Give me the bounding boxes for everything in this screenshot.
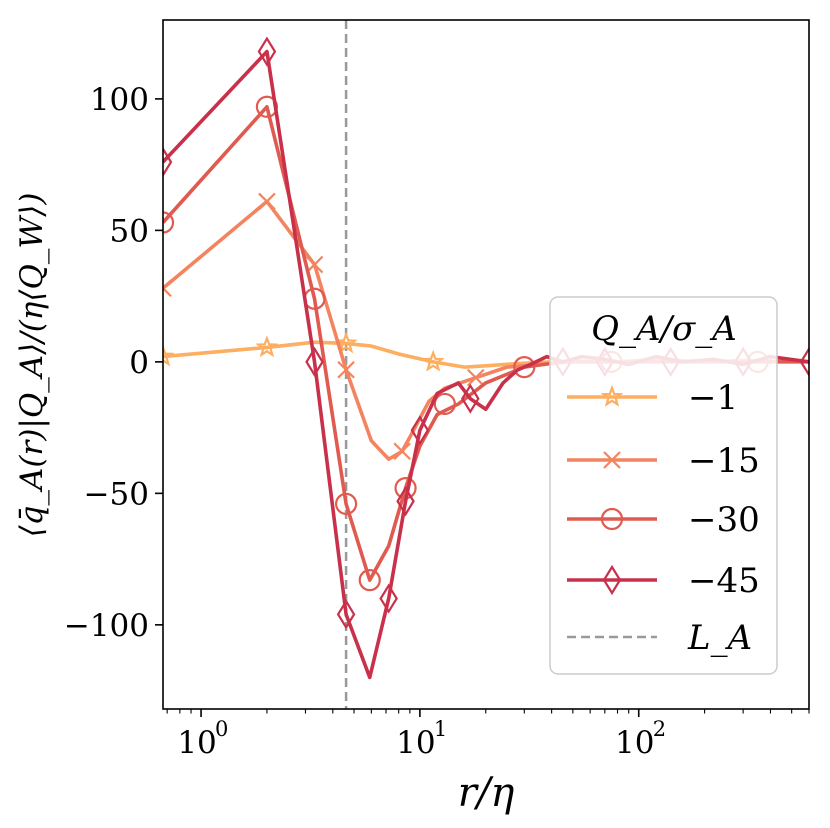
y-tick-label: −50: [84, 476, 149, 512]
series-marker-3: [379, 583, 398, 614]
legend-marker: [602, 564, 622, 596]
y-tick-label: 100: [90, 82, 149, 118]
series-marker-3: [163, 146, 173, 178]
series-marker-0: [421, 349, 445, 372]
legend-item: L_A: [567, 618, 752, 658]
series-marker-3: [257, 36, 277, 67]
series-marker-0: [334, 331, 358, 354]
series-marker-1: [466, 368, 485, 387]
legend-title: Q_A/σ_A: [591, 309, 737, 349]
y-tick-label: −100: [64, 608, 149, 644]
legend-marker: [603, 451, 621, 469]
series-marker-3: [396, 486, 415, 517]
series-marker-3: [461, 383, 480, 414]
series-marker-2: [163, 211, 175, 234]
series-marker-0: [255, 335, 279, 358]
series-marker-1: [163, 279, 172, 298]
legend-item: −15: [567, 441, 760, 481]
series-marker-3: [336, 599, 356, 630]
x-tick-label: 10: [396, 725, 435, 761]
x-tick-exponent: 0: [215, 717, 228, 741]
x-axis-label: r/η: [458, 770, 515, 816]
x-tick-exponent: 2: [653, 717, 666, 741]
series-marker-3: [799, 346, 809, 377]
legend-item: −1: [567, 378, 738, 418]
legend-label: −15: [688, 441, 760, 481]
legend-marker: [600, 507, 624, 531]
series-marker-2: [513, 356, 536, 379]
series-marker-0: [163, 344, 175, 367]
x-tick-exponent: 1: [434, 717, 447, 741]
legend-label: L_A: [687, 618, 752, 658]
series-marker-2: [334, 492, 358, 515]
legend-label: −45: [688, 561, 760, 601]
series-marker-3: [410, 415, 430, 446]
legend-item: −45: [567, 561, 760, 601]
series-marker-1: [258, 192, 276, 211]
x-tick-label: 10: [177, 725, 216, 761]
legend-label: −30: [688, 500, 760, 540]
y-axis-label: ⟨q̄_A(r)|Q_A⟩/(η⟨Q_W⟩): [14, 193, 50, 538]
legend-marker: [600, 384, 624, 407]
y-tick-label: 0: [129, 345, 149, 381]
legend: Q_A/σ_A −1 −15 −30 −45 L_A: [549, 296, 778, 675]
series-marker-2: [433, 392, 456, 416]
series-marker-2: [358, 569, 381, 592]
x-tick-label: 10: [615, 725, 654, 761]
legend-item: −30: [567, 500, 760, 540]
series-marker-1: [393, 442, 411, 461]
series-marker-3: [305, 346, 324, 377]
series-marker-1: [337, 360, 355, 379]
legend-label: −1: [688, 378, 738, 418]
y-tick-label: 50: [110, 213, 149, 249]
